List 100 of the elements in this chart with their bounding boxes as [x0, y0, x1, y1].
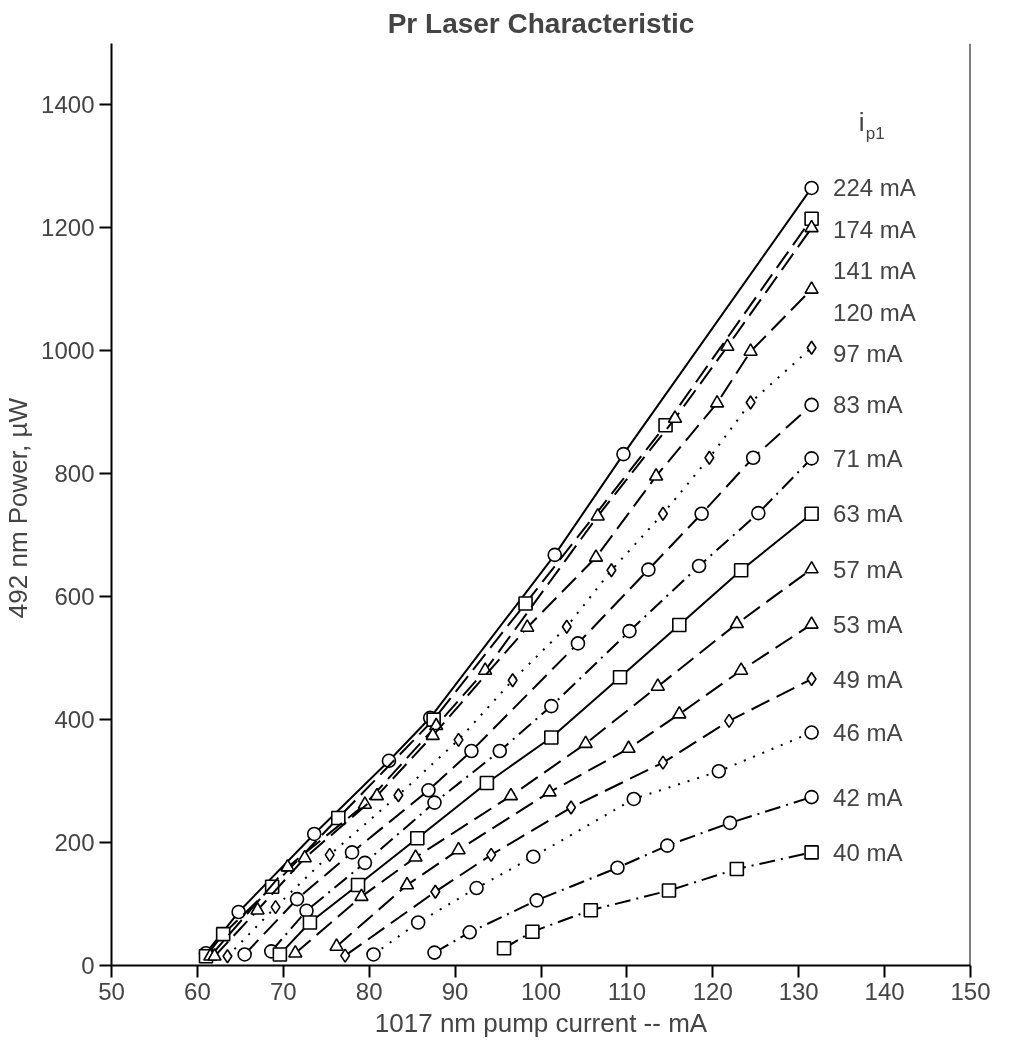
y-axis-title: 492 nm Power, µW	[3, 397, 34, 619]
y-tick-label: 1400	[41, 91, 95, 119]
point	[306, 826, 322, 842]
point	[672, 705, 687, 719]
point	[729, 615, 745, 629]
series-label: 63 mA	[833, 500, 903, 528]
point	[329, 938, 344, 951]
point	[648, 467, 664, 481]
point	[745, 450, 761, 466]
x-tick-label: 80	[355, 977, 383, 1005]
x-tick-label: 130	[778, 977, 819, 1005]
point	[583, 902, 599, 918]
point	[289, 891, 305, 907]
y-tick-label: 1000	[41, 337, 95, 365]
x-tick-label: 70	[269, 977, 297, 1005]
point	[464, 743, 479, 759]
point	[804, 451, 819, 466]
point	[496, 940, 512, 956]
point	[547, 547, 563, 563]
point	[525, 849, 541, 864]
point	[743, 343, 758, 356]
series-label: 174 mA	[833, 215, 916, 243]
point	[661, 883, 677, 898]
point	[610, 860, 625, 876]
point	[215, 926, 231, 942]
series-label: 53 mA	[833, 610, 903, 638]
point	[451, 841, 466, 855]
point	[729, 861, 745, 877]
x-tick-label: 100	[520, 977, 562, 1005]
point	[425, 727, 441, 741]
point	[720, 338, 735, 352]
point	[804, 616, 819, 629]
point	[427, 795, 442, 810]
x-tick-label: 120	[692, 977, 733, 1005]
point	[804, 506, 819, 522]
point	[672, 617, 687, 633]
point	[650, 678, 666, 691]
y-tick-label: 1200	[41, 214, 95, 242]
point	[667, 410, 683, 423]
point	[745, 395, 756, 410]
point	[542, 783, 557, 797]
point	[694, 506, 709, 522]
point	[330, 810, 346, 826]
x-tick-label: 110	[607, 977, 647, 1005]
x-tick-label: 140	[864, 977, 905, 1005]
y-tick-label: 800	[54, 460, 95, 488]
point	[410, 915, 426, 930]
series-label: 141 mA	[833, 257, 916, 285]
point	[804, 180, 819, 196]
point	[804, 397, 819, 413]
y-tick-label: 0	[81, 952, 95, 979]
point	[369, 787, 385, 801]
point	[231, 904, 246, 920]
point	[804, 725, 819, 740]
point	[340, 948, 351, 963]
point	[578, 735, 593, 749]
point	[479, 775, 495, 791]
series-label: 97 mA	[833, 340, 903, 368]
series-label: 224 mA	[833, 174, 916, 202]
point	[751, 505, 766, 521]
x-tick-label: 60	[184, 977, 211, 1005]
point	[709, 394, 725, 408]
series-label: 42 mA	[833, 783, 903, 811]
series-label: 49 mA	[833, 665, 903, 693]
x-axis-title: 1017 nm pump current -- mA	[374, 1007, 708, 1038]
point	[641, 562, 656, 577]
point	[588, 549, 604, 562]
point	[354, 888, 369, 902]
series-label: 46 mA	[833, 719, 903, 747]
y-tick-label: 600	[54, 583, 95, 611]
point	[302, 915, 318, 930]
point	[804, 281, 819, 294]
chart-title: Pr Laser Characteristic	[387, 7, 695, 39]
point	[804, 845, 819, 860]
series-label: 120 mA	[833, 298, 916, 326]
point	[237, 947, 252, 962]
point	[804, 560, 819, 574]
point	[544, 698, 559, 714]
point	[804, 219, 819, 233]
point	[399, 876, 415, 890]
point	[733, 562, 749, 578]
point	[288, 944, 303, 958]
y-tick-label: 200	[54, 829, 95, 857]
point	[366, 947, 381, 962]
y-tick-label: 400	[54, 706, 95, 734]
x-tick-label: 150	[950, 977, 991, 1005]
point	[518, 596, 533, 611]
series-label: 57 mA	[833, 555, 903, 583]
point	[657, 755, 669, 770]
point	[657, 506, 669, 522]
point	[410, 830, 425, 846]
point	[462, 925, 477, 940]
point	[733, 662, 749, 676]
point	[525, 924, 540, 939]
point	[804, 789, 819, 805]
point	[722, 815, 738, 831]
point	[544, 730, 559, 745]
point	[272, 947, 288, 962]
point	[565, 800, 577, 815]
point	[519, 619, 535, 632]
